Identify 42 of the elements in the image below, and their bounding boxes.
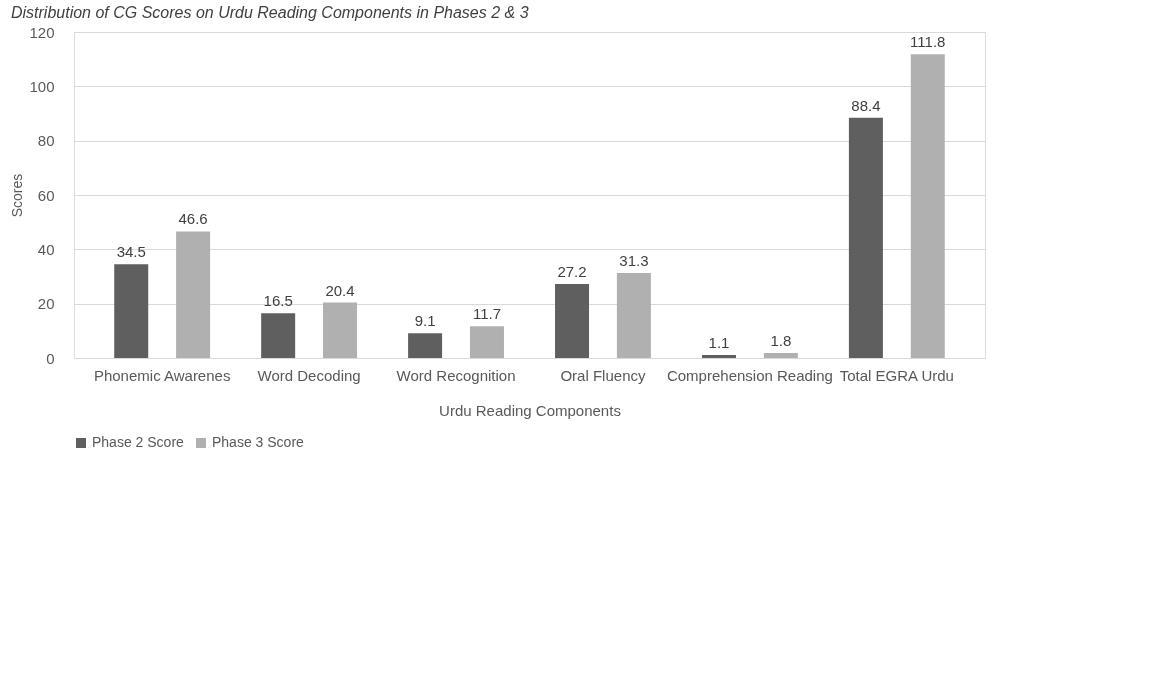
y-tick-label: 0 — [46, 349, 55, 367]
chart-title: Distribution of CG Scores on Urdu Reading Components in Phases 2 & 3 — [10, 4, 529, 21]
x-tick-label: Word Decoding — [257, 366, 361, 384]
y-tick-label: 100 — [29, 77, 55, 95]
data-label: 46.6 — [178, 210, 208, 228]
bar — [176, 231, 211, 358]
data-label: 27.2 — [557, 263, 587, 281]
bar — [469, 326, 504, 358]
bar — [848, 117, 883, 358]
x-tick-label: Total EGRA Urdu — [839, 366, 954, 384]
bar — [323, 302, 358, 358]
y-tick-label: 120 — [29, 23, 55, 41]
data-label: 1.8 — [770, 332, 792, 350]
bar — [555, 284, 590, 358]
data-label: 1.1 — [708, 334, 730, 352]
data-label: 16.5 — [263, 292, 293, 310]
y-tick-label: 40 — [37, 240, 55, 258]
y-tick-label: 80 — [37, 132, 55, 150]
bar — [408, 333, 443, 358]
data-label: 20.4 — [325, 281, 355, 299]
data-label: 9.1 — [414, 312, 436, 330]
bar — [910, 54, 945, 358]
y-tick-label: 60 — [37, 186, 55, 204]
bar — [701, 355, 736, 358]
x-tick-label: Phonemic Awarenes — [93, 366, 231, 384]
data-label: 34.5 — [116, 243, 146, 261]
y-tick-label: 20 — [37, 295, 55, 313]
data-label: 111.8 — [910, 33, 946, 51]
bar — [763, 353, 798, 358]
bar — [261, 313, 296, 358]
bar — [114, 264, 149, 358]
legend-label: Phase 3 Score — [212, 434, 305, 450]
y-axis-title: Scores — [9, 173, 26, 218]
bar — [616, 272, 651, 358]
data-label: 88.4 — [851, 96, 881, 114]
x-axis-title: Urdu Reading Components — [439, 401, 621, 419]
x-tick-label: Word Recognition — [396, 366, 516, 384]
x-tick-label: Comprehension Reading — [666, 366, 833, 384]
data-label: 11.7 — [472, 305, 502, 323]
legend-label: Phase 2 Score — [92, 434, 185, 450]
data-label: 31.3 — [619, 251, 649, 269]
x-tick-label: Oral Fluency — [560, 366, 646, 384]
